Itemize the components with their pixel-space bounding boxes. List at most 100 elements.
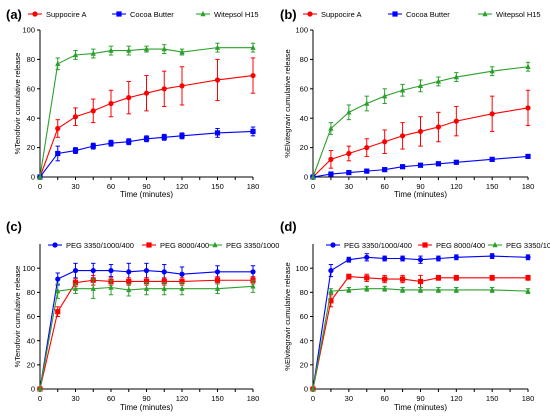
- x-tick-label: 0: [38, 182, 42, 191]
- y-tick-label: 40: [300, 336, 308, 345]
- x-tick-label: 180: [522, 182, 535, 191]
- data-point: [72, 51, 79, 58]
- chart-panel: (d) 0 30 60 90 120 150 180 0 20 40 60 80 100 Time (min…: [280, 219, 550, 412]
- legend-entry: Witepsol H15: [478, 10, 541, 19]
- y-tick-label: 0: [31, 173, 35, 182]
- chart-panel: (c) 0 30 60 90 120 150 180 0 20 40 60 80 100 Time (min…: [6, 219, 279, 412]
- data-point: [161, 278, 167, 285]
- x-tick-label: 30: [345, 182, 353, 191]
- legend-entry: PEG 8000/400: [142, 241, 209, 250]
- y-tick-label: 100: [295, 264, 308, 273]
- legend-label: PEG 3350/1000: [506, 241, 550, 250]
- x-tick-label: 90: [142, 394, 150, 403]
- x-tick-label: 60: [107, 182, 115, 191]
- x-tick-label: 180: [247, 182, 260, 191]
- legend-marker: [212, 241, 218, 248]
- legend-marker: [422, 242, 428, 248]
- y-tick-label: 20: [300, 143, 308, 152]
- series-line: [39, 47, 253, 178]
- series-suppocire-a: [37, 57, 256, 180]
- x-tick-label: 90: [416, 394, 424, 403]
- y-axis-label: %Elvitegravir cumulative release: [283, 262, 292, 370]
- y-tick-label: 100: [22, 264, 35, 273]
- data-point: [453, 73, 459, 80]
- x-tick-label: 180: [522, 394, 535, 403]
- data-point: [364, 168, 370, 174]
- data-point: [399, 286, 406, 293]
- legend-marker: [392, 11, 398, 17]
- data-point: [417, 257, 424, 263]
- data-point: [55, 276, 61, 282]
- data-point: [346, 169, 352, 176]
- data-point: [489, 156, 495, 162]
- data-point: [489, 253, 495, 259]
- data-point: [126, 286, 132, 293]
- data-point: [161, 86, 167, 92]
- legend-marker: [32, 11, 38, 17]
- x-tick-label: 150: [486, 394, 499, 403]
- data-point: [126, 95, 132, 101]
- x-tick-label: 150: [486, 182, 499, 191]
- data-point: [90, 143, 96, 149]
- data-point: [72, 147, 79, 154]
- data-point: [126, 278, 132, 285]
- data-point: [179, 278, 185, 285]
- x-tick-label: 180: [247, 394, 260, 403]
- legend-entry: Suppocire A: [303, 10, 361, 19]
- x-tick-label: 0: [311, 394, 315, 403]
- panel-label: (d): [280, 219, 297, 234]
- data-point: [310, 385, 316, 392]
- y-tick-label: 60: [27, 312, 35, 321]
- data-point: [489, 275, 495, 281]
- data-point: [417, 128, 424, 135]
- y-tick-label: 20: [27, 360, 35, 369]
- data-point: [382, 285, 388, 291]
- data-point: [108, 47, 114, 53]
- data-point: [399, 164, 406, 170]
- data-point: [453, 159, 459, 165]
- y-tick-label: 0: [31, 385, 35, 394]
- data-point: [328, 171, 334, 177]
- data-point: [525, 153, 531, 160]
- data-point: [399, 276, 406, 282]
- x-axis-label: Time (minutes): [120, 190, 173, 199]
- data-point: [525, 63, 531, 69]
- data-point: [399, 255, 406, 262]
- series-suppocire-a: [310, 89, 531, 180]
- data-point: [417, 278, 424, 285]
- legend-marker: [116, 11, 122, 17]
- series-cocoa-butter: [310, 153, 531, 180]
- data-point: [55, 309, 61, 315]
- x-tick-label: 60: [380, 182, 388, 191]
- legend-label: Cocoa Butter: [406, 10, 450, 19]
- data-point: [250, 269, 256, 275]
- data-point: [435, 161, 442, 167]
- data-point: [108, 100, 114, 107]
- data-point: [328, 125, 334, 131]
- data-point: [161, 134, 167, 140]
- data-point: [179, 271, 185, 277]
- data-point: [55, 150, 61, 157]
- legend-entry: PEG 3350/1000: [208, 241, 279, 250]
- data-point: [310, 173, 316, 180]
- legend-marker: [146, 242, 152, 248]
- legend-entry: Witepsol H15: [196, 10, 259, 19]
- data-point: [346, 274, 352, 280]
- data-point: [250, 44, 256, 50]
- y-axis-label: %Elvitegravir cumulative release: [283, 49, 292, 157]
- x-tick-label: 150: [211, 394, 224, 403]
- y-tick-label: 80: [27, 55, 35, 64]
- data-point: [108, 284, 114, 290]
- x-tick-label: 30: [345, 394, 353, 403]
- y-tick-label: 20: [27, 143, 35, 152]
- data-point: [382, 276, 388, 282]
- x-tick-label: 30: [71, 394, 79, 403]
- x-tick-label: 120: [176, 394, 189, 403]
- data-point: [489, 111, 495, 117]
- x-tick-label: 120: [450, 182, 463, 191]
- data-point: [214, 44, 221, 50]
- series-line: [312, 288, 529, 390]
- legend-entry: PEG 8000/400: [418, 241, 485, 250]
- data-point: [214, 130, 221, 136]
- data-point: [417, 286, 424, 293]
